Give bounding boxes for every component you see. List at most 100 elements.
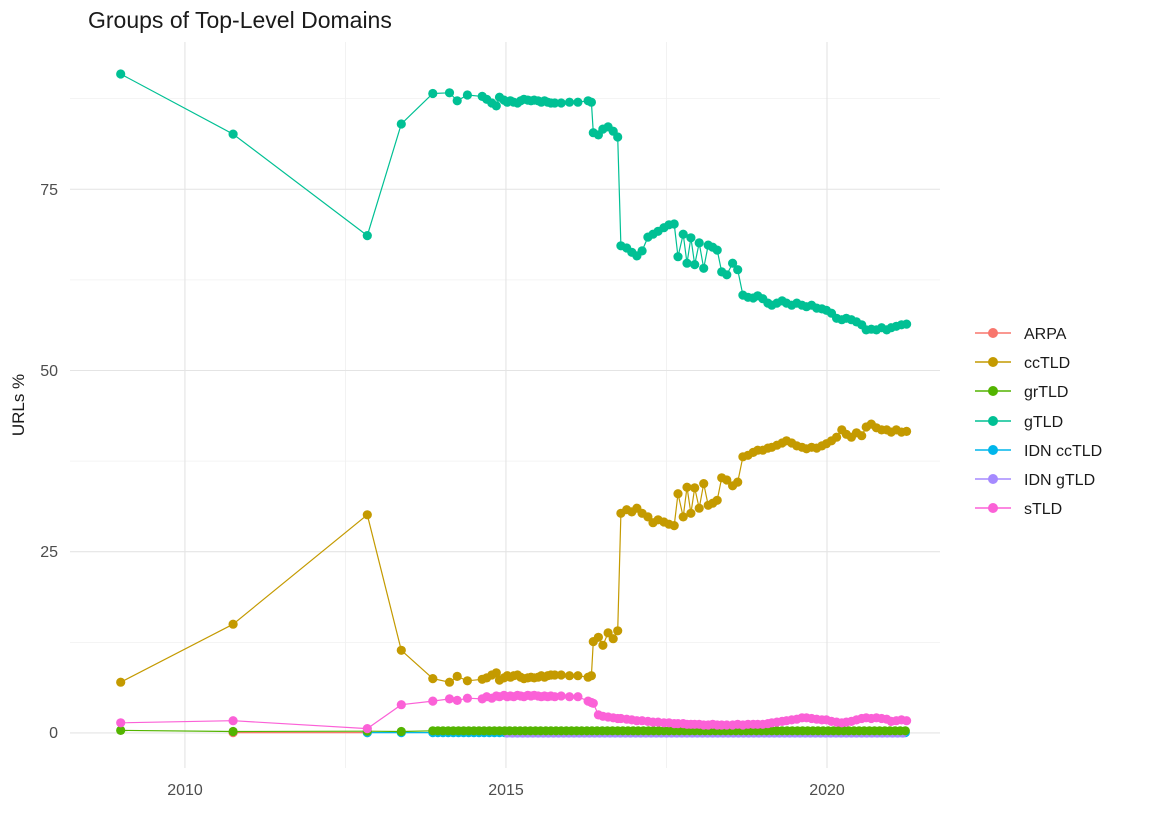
data-point — [462, 676, 472, 686]
y-tick-label-75: 75 — [40, 182, 58, 199]
data-point — [573, 97, 583, 107]
data-point — [116, 677, 126, 687]
grid-major-lines — [70, 42, 940, 768]
series-line — [120, 73, 907, 331]
series-grtld — [116, 725, 910, 737]
data-point — [444, 88, 455, 98]
data-point — [396, 700, 406, 710]
data-point — [588, 698, 598, 708]
data-point — [669, 219, 679, 229]
legend: ARPA ccTLD grTLD gTLD IDN ccTLD — [975, 326, 1102, 518]
data-point — [228, 619, 238, 629]
data-point — [428, 674, 438, 684]
data-point — [556, 670, 566, 680]
legend-label: IDN gTLD — [1024, 472, 1095, 489]
data-point — [462, 693, 472, 703]
legend-entry-stld: sTLD — [975, 501, 1062, 518]
series-arpa — [228, 728, 372, 738]
legend-label: IDN ccTLD — [1024, 443, 1102, 460]
data-point — [678, 512, 688, 522]
data-point — [593, 632, 604, 642]
data-point — [228, 716, 238, 726]
data-point — [116, 69, 126, 79]
x-tick-label-2020: 2020 — [809, 782, 845, 799]
legend-label: ccTLD — [1024, 355, 1070, 372]
data-point — [396, 726, 406, 737]
legend-key-dot — [988, 503, 998, 513]
data-point — [613, 132, 623, 142]
y-tick-label-50: 50 — [40, 363, 58, 380]
data-point — [673, 489, 683, 499]
data-point — [902, 319, 912, 329]
series-stld — [116, 690, 912, 734]
data-point — [573, 671, 583, 681]
data-point — [116, 718, 126, 728]
data-point — [712, 495, 722, 505]
data-point — [228, 726, 238, 737]
data-point — [444, 677, 455, 687]
series-cctld — [116, 419, 912, 687]
data-point — [832, 432, 842, 442]
data-point — [902, 426, 912, 436]
data-point — [733, 265, 743, 275]
data-point — [637, 246, 647, 256]
data-point — [564, 97, 575, 107]
legend-entry-gtld: gTLD — [975, 414, 1063, 431]
data-point — [613, 626, 623, 636]
data-point — [462, 90, 472, 100]
legend-entry-grtld: grTLD — [975, 384, 1068, 401]
data-point — [722, 475, 732, 485]
legend-key-dot — [988, 386, 998, 396]
series-layer — [116, 69, 912, 738]
data-point — [396, 119, 406, 129]
data-point — [586, 97, 597, 107]
data-point — [686, 233, 696, 243]
data-point — [556, 98, 566, 108]
data-point — [699, 263, 709, 273]
data-point — [598, 640, 608, 650]
data-point — [564, 692, 575, 702]
legend-key-dot — [988, 328, 998, 338]
data-point — [694, 238, 704, 248]
data-point — [728, 258, 738, 268]
x-tick-label-2010: 2010 — [167, 782, 203, 799]
legend-entry-idn-gtld: IDN gTLD — [975, 472, 1095, 489]
data-point — [428, 696, 438, 706]
data-point — [444, 694, 455, 704]
y-tick-label-25: 25 — [40, 544, 58, 561]
data-point — [550, 670, 560, 680]
legend-key-dot — [988, 445, 998, 455]
data-point — [491, 101, 501, 111]
legend-key-dot — [988, 474, 998, 484]
data-point — [452, 671, 462, 682]
data-point — [608, 634, 618, 644]
data-point — [902, 716, 912, 726]
legend-entry-arpa: ARPA — [975, 326, 1067, 343]
legend-label: sTLD — [1024, 501, 1062, 518]
data-point — [362, 231, 372, 241]
series-gtld — [116, 69, 912, 335]
series-line — [120, 423, 907, 683]
data-point — [733, 477, 743, 487]
data-point — [428, 88, 438, 99]
data-point — [722, 270, 732, 280]
legend-entry-cctld: ccTLD — [975, 355, 1070, 372]
data-point — [682, 482, 692, 492]
chart-title: Groups of Top-Level Domains — [88, 7, 392, 33]
data-point — [452, 695, 462, 706]
y-axis-title: URLs % — [9, 374, 28, 436]
data-point — [669, 521, 679, 531]
data-point — [673, 252, 683, 262]
data-point — [116, 725, 126, 736]
legend-label: gTLD — [1024, 414, 1063, 431]
data-point — [586, 671, 597, 681]
data-point — [690, 260, 700, 270]
data-point — [362, 510, 372, 520]
y-tick-label-0: 0 — [49, 725, 58, 742]
legend-label: ARPA — [1024, 326, 1067, 343]
data-point — [694, 503, 704, 513]
x-tick-label-2015: 2015 — [488, 782, 524, 799]
data-point — [686, 508, 696, 518]
legend-label: grTLD — [1024, 384, 1068, 401]
